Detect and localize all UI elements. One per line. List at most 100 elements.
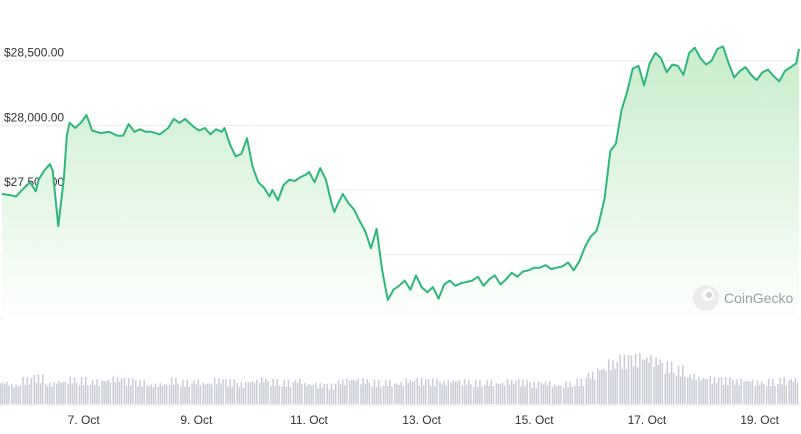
volume-bar (432, 378, 434, 404)
volume-bar (274, 386, 276, 404)
volume-bar (625, 369, 628, 404)
volume-bar (434, 386, 436, 404)
volume-bar (301, 383, 303, 404)
volume-bar (732, 380, 734, 404)
volume-bar (118, 381, 121, 404)
y-tick-label: $28,500.00 (4, 46, 64, 60)
volume-bar (353, 379, 355, 404)
volume-bar (709, 376, 711, 404)
volume-bar (537, 381, 540, 404)
volume-bar (546, 385, 549, 404)
volume-bar (727, 385, 729, 404)
volume-bar (531, 387, 533, 404)
volume-bar (542, 384, 545, 404)
volume-bar (26, 377, 28, 404)
volume-bar (53, 382, 55, 404)
volume-bar (135, 380, 137, 404)
volume-bar (396, 383, 398, 404)
volume-bar (551, 387, 554, 404)
volume-bar (242, 387, 245, 404)
volume-bar (495, 383, 497, 404)
volume-bar (675, 375, 678, 404)
volume-bar (249, 382, 252, 404)
volume-bar (33, 375, 36, 404)
volume-bar (796, 382, 799, 404)
volume-bar (132, 378, 134, 404)
volume-bar (767, 378, 770, 404)
volume-bar (157, 386, 159, 404)
volume-bar (387, 386, 389, 404)
volume-bar (687, 377, 689, 404)
volume-bar (123, 378, 126, 404)
volume-bar (520, 386, 522, 404)
volume-bar (206, 383, 209, 404)
volume-bar (204, 384, 207, 404)
volume-bar (78, 384, 81, 404)
volume-bar (4, 384, 6, 404)
volume-bar (89, 384, 92, 404)
volume-bar (296, 383, 299, 404)
volume-bar (220, 383, 222, 404)
volume-bar (170, 377, 173, 404)
volume-bar (634, 354, 637, 404)
volume-bar (499, 384, 502, 404)
volume-bar (682, 365, 684, 404)
volume-bar (270, 386, 272, 404)
volume-bar (394, 384, 396, 404)
volume-bar (294, 379, 297, 404)
volume-bar (760, 381, 763, 404)
volume-bar (236, 382, 238, 404)
volume-bar (447, 380, 450, 404)
volume-bar (679, 376, 682, 404)
volume-bar (779, 377, 781, 404)
volume-bar (458, 380, 461, 404)
volume-bar (258, 383, 261, 404)
volume-bar (1, 382, 4, 404)
watermark-label: CoinGecko (724, 290, 793, 306)
volume-bar (465, 384, 468, 404)
volume-bar (334, 383, 337, 404)
volume-bar (161, 385, 164, 404)
volume-bar (522, 379, 524, 404)
volume-bar (772, 378, 774, 404)
volume-bar (749, 382, 752, 404)
volume-bar (661, 363, 664, 404)
volume-bar (384, 380, 387, 404)
volume-bar (565, 381, 567, 404)
volume-bar (450, 382, 452, 404)
volume-bar (452, 380, 454, 404)
volume-bar (227, 386, 229, 404)
volume-bar (60, 382, 62, 404)
volume-bar (317, 388, 319, 404)
volume-bar (281, 386, 283, 404)
volume-bar (540, 382, 542, 404)
volume-bar (58, 380, 60, 404)
volume-bar (75, 382, 78, 404)
volume-bar (518, 379, 520, 404)
volume-bar (621, 369, 623, 404)
volume-bar (287, 379, 290, 404)
volume-bar (402, 385, 404, 404)
volume-bar (276, 379, 278, 404)
y-tick-label: $28,000.00 (4, 110, 64, 124)
volume-bar (506, 379, 509, 404)
volume-bar (591, 371, 594, 404)
volume-bar (558, 385, 560, 404)
volume-bar (400, 382, 402, 404)
volume-bar (664, 373, 666, 404)
volume-bar (116, 377, 119, 404)
volume-bar (328, 389, 331, 404)
volume-bar (377, 379, 380, 404)
volume-bar (69, 376, 71, 404)
volume-bar (639, 353, 641, 404)
x-tick-label: 9. Oct (180, 413, 213, 427)
volume-bar (698, 376, 700, 404)
volume-bar (515, 380, 517, 404)
volume-bar (743, 381, 745, 404)
volume-bar (120, 378, 123, 404)
volume-bar (92, 380, 94, 404)
volume-bar (67, 384, 69, 404)
volume-bar (425, 379, 427, 404)
volume-bar (213, 377, 216, 404)
